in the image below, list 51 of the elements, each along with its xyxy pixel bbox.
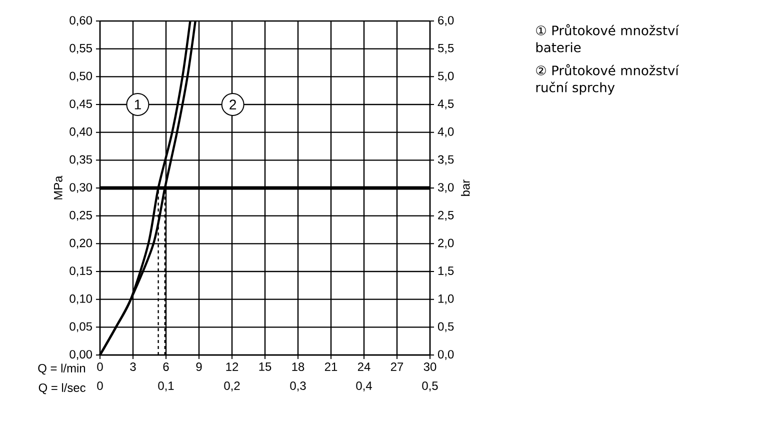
y-tick-label: 0,05 bbox=[70, 322, 92, 332]
x2-tick-label: 0,2 bbox=[224, 382, 240, 392]
legend-label: 2 bbox=[230, 100, 236, 110]
text: ② Průtokové množství ruční sprchy bbox=[536, 64, 680, 95]
y-tick-label: 0,50 bbox=[70, 72, 92, 82]
y2-tick-label: 2,0 bbox=[438, 238, 454, 249]
x-axis-title: Q = l/min bbox=[38, 364, 86, 375]
y2-tick-label: 1,5 bbox=[438, 266, 454, 276]
y2-tick-label: 0,5 bbox=[438, 322, 454, 332]
x2-tick-label: 0,3 bbox=[290, 382, 306, 392]
x-tick-label: 0 bbox=[97, 362, 103, 371]
y2-tick-label: 2,5 bbox=[438, 210, 454, 221]
y-tick-label: 0,35 bbox=[70, 155, 92, 166]
y2-tick-label: 6,0 bbox=[438, 16, 454, 26]
y-tick-label: 0,55 bbox=[70, 44, 92, 54]
x-tick-label: 6 bbox=[163, 362, 169, 371]
x-tick-label: 3 bbox=[130, 362, 136, 371]
y2-axis-title: bar bbox=[460, 180, 470, 196]
x-tick-label: 9 bbox=[196, 362, 202, 371]
y2-tick-label: 3,5 bbox=[438, 155, 454, 166]
x-tick-label: 12 bbox=[226, 362, 238, 371]
x-tick-label: 21 bbox=[324, 362, 338, 371]
y-tick-label: 0,60 bbox=[70, 16, 92, 26]
y2-tick-label: 5,5 bbox=[438, 44, 454, 54]
x-tick-label: 24 bbox=[358, 362, 370, 371]
y-tick-label: 0,25 bbox=[70, 210, 92, 221]
y-tick-label: 0,00 bbox=[70, 350, 92, 360]
x-tick-label: 18 bbox=[292, 362, 304, 371]
y2-tick-label: 3,0 bbox=[438, 183, 454, 193]
y2-tick-label: 4,5 bbox=[438, 100, 454, 110]
text: ① Průtokové množství baterie bbox=[536, 24, 680, 52]
y2-tick-label: 5,0 bbox=[438, 72, 454, 82]
y-tick-label: 0,40 bbox=[70, 127, 92, 138]
y2-tick-label: 0,0 bbox=[438, 350, 454, 360]
x-tick-label: 27 bbox=[390, 362, 404, 371]
x2-tick-label: 0,1 bbox=[158, 382, 174, 392]
y-tick-label: 0,45 bbox=[70, 100, 92, 110]
x2-tick-label: 0,4 bbox=[356, 382, 372, 392]
x2-tick-label: 0 bbox=[97, 382, 103, 390]
legend-label: 1 bbox=[134, 100, 141, 110]
y2-tick-label: 4,0 bbox=[438, 127, 454, 138]
x-tick-label: 15 bbox=[259, 362, 272, 371]
x-tick-label: 30 bbox=[424, 362, 436, 371]
y2-tick-label: 1,0 bbox=[438, 294, 454, 304]
y-tick-label: 0,15 bbox=[70, 266, 92, 276]
y-tick-label: 0,30 bbox=[70, 183, 92, 193]
y-axis-title: MPa bbox=[54, 176, 62, 200]
x2-tick-label: 0,5 bbox=[422, 382, 438, 392]
y-tick-label: 0,20 bbox=[70, 238, 92, 249]
y-tick-label: 0,10 bbox=[70, 294, 92, 304]
x2-axis-title: Q = l/sec bbox=[38, 383, 86, 394]
